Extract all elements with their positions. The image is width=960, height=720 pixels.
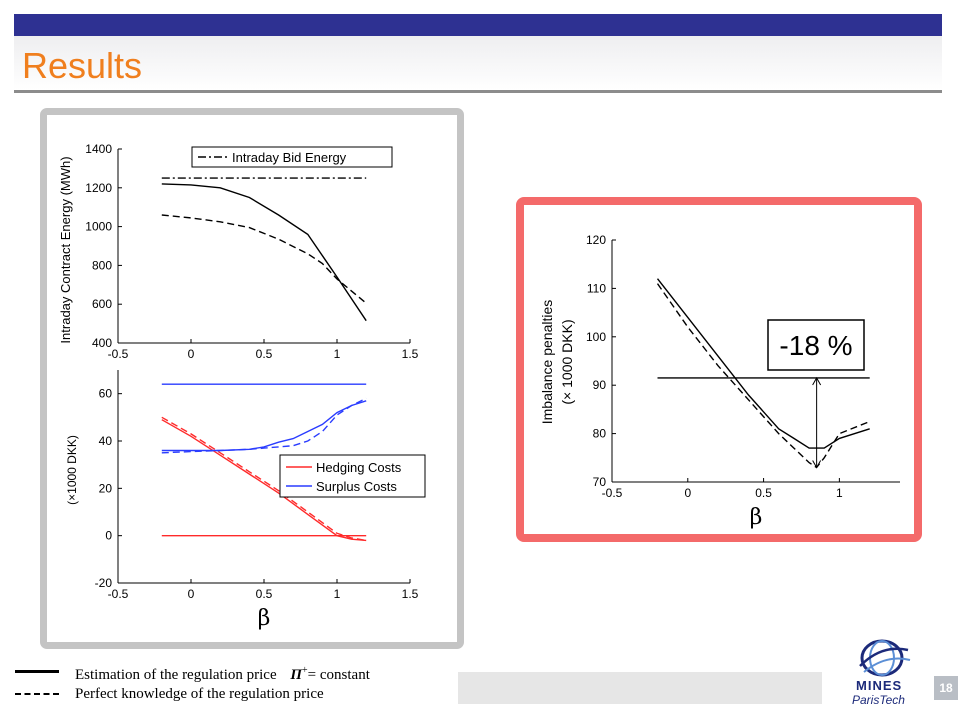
legend-solid-text: Estimation of the regulation price (75, 667, 277, 683)
x-tick-label-2: 0 (684, 486, 691, 500)
logo-text-paristech: ParisTech (852, 693, 905, 707)
y-tick-label-1: 60 (99, 387, 113, 401)
callout-box (767, 319, 865, 371)
logo-globe-icon (859, 639, 911, 677)
y-tick-label-0: 600 (92, 297, 112, 311)
legend-dashed-sample (15, 693, 59, 695)
y-tick-label-2: 80 (593, 427, 607, 441)
page-number: 18 (934, 676, 958, 700)
legend-pi-sup: + (302, 665, 308, 676)
callout-text: -18 % (779, 330, 852, 361)
x-tick-label-0: 1.5 (402, 347, 419, 361)
y-axis-label-1: (×1000 DKK) (65, 435, 79, 505)
y-axis-label-2: Imbalance penalties (539, 300, 555, 425)
legend-entry-1-0: Hedging Costs (316, 460, 402, 475)
x-tick-label-1: 0.5 (256, 587, 273, 601)
left-figure-panel (40, 108, 464, 649)
y-axis-label-0: Intraday Contract Energy (MWh) (58, 156, 73, 343)
title-rule (14, 90, 942, 93)
y-tick-label-2: 120 (586, 233, 606, 247)
header-bar (14, 14, 942, 36)
y-tick-label-0: 400 (92, 336, 112, 350)
y-tick-label-1: 20 (99, 481, 113, 495)
x-tick-label-1: 1.5 (402, 587, 419, 601)
series-line-1-2 (161, 419, 367, 542)
annotation-arrowhead-top (812, 376, 822, 386)
title-background (14, 36, 942, 90)
legend-box-1 (279, 454, 426, 498)
x-axis-label-1: β (258, 606, 271, 631)
legend-dashed-text: Perfect knowledge of the regulation pric… (75, 686, 324, 702)
y-tick-label-2: 110 (587, 281, 606, 295)
y-tick-label-2: 90 (593, 378, 607, 392)
y-tick-label-0: 1000 (85, 220, 112, 234)
y-tick-label-0: 1400 (85, 142, 112, 156)
x-tick-label-0: 0 (188, 347, 195, 361)
slide-title: Results (22, 45, 143, 86)
y-axis-label-2-2: (× 1000 DKK) (559, 319, 575, 404)
series-line-2-1 (656, 283, 870, 469)
y-tick-label-2: 100 (586, 330, 606, 344)
series-line-1-5 (161, 397, 367, 454)
legend-solid-suffix: = constant (307, 667, 370, 683)
legend-solid-sample (15, 670, 59, 673)
x-axis-label-2: β (750, 505, 763, 530)
y-tick-label-0: 800 (92, 258, 112, 272)
x-tick-label-1: 0 (188, 587, 195, 601)
series-line-1-3 (161, 416, 367, 542)
y-tick-label-1: 0 (105, 529, 112, 543)
y-tick-label-1: 40 (99, 434, 113, 448)
y-tick-label-1: -20 (95, 576, 113, 590)
logo-text-mines: MINES (856, 678, 903, 693)
x-tick-label-2: -0.5 (602, 486, 623, 500)
x-tick-label-1: 1 (334, 587, 341, 601)
x-tick-label-1: -0.5 (108, 587, 129, 601)
series-line-0-2 (161, 214, 367, 304)
legend-box-0 (191, 146, 393, 168)
series-line-2-0 (656, 278, 870, 449)
series-line-0-1 (161, 183, 367, 322)
y-tick-label-0: 1200 (85, 181, 112, 195)
mines-paristech-logo: MINES ParisTech (846, 636, 920, 710)
annotation-arrowhead-bottom (812, 460, 822, 469)
footer-bar (458, 672, 822, 704)
legend-entry-1-1: Surplus Costs (316, 479, 397, 494)
y-tick-label-2: 70 (593, 475, 607, 489)
x-tick-label-2: 1 (836, 486, 843, 500)
legend-entry-0: Intraday Bid Energy (232, 150, 347, 165)
x-tick-label-0: -0.5 (108, 347, 129, 361)
x-tick-label-0: 0.5 (256, 347, 273, 361)
x-tick-label-0: 1 (334, 347, 341, 361)
legend-pi-symbol: Π (290, 667, 303, 683)
x-tick-label-2: 0.5 (755, 486, 772, 500)
series-line-1-4 (161, 400, 367, 452)
